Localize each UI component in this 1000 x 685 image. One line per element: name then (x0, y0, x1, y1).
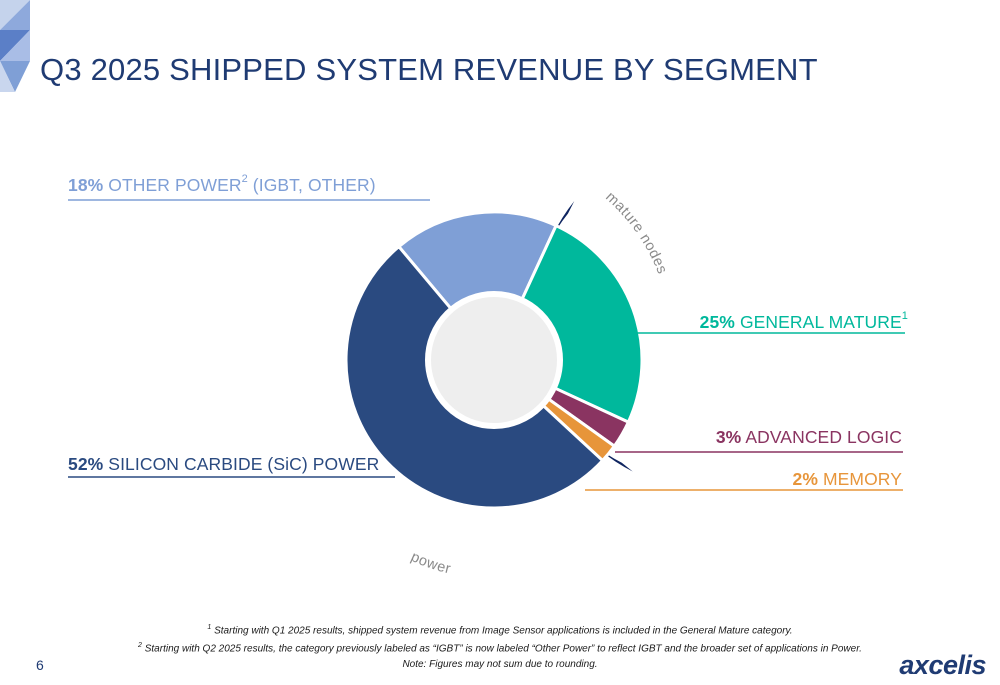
slice-label-other-power: 18% OTHER POWER2 (IGBT, OTHER) (68, 173, 376, 195)
group-label-power: power (408, 549, 452, 577)
group-label-mature-nodes: mature nodes (602, 189, 670, 276)
footnote-2: 2 Starting with Q2 2025 results, the cat… (138, 642, 862, 655)
slice-label-sic-power: 52% SILICON CARBIDE (SiC) POWER (68, 454, 380, 474)
leader-lines (68, 199, 905, 491)
page-number: 6 (36, 657, 44, 673)
company-logo: axcelis (899, 650, 986, 680)
footnote-note: Note: Figures may not sum due to roundin… (402, 658, 598, 670)
slice-label-memory: 2% MEMORY (792, 469, 902, 489)
donut-hole (425, 291, 563, 429)
page-title: Q3 2025 SHIPPED SYSTEM REVENUE BY SEGMEN… (40, 52, 818, 87)
slice-label-general-mature: 25% GENERAL MATURE1 (699, 310, 908, 332)
footnotes: 1 Starting with Q1 2025 results, shipped… (0, 620, 1000, 672)
group-label-mature-text: mature nodes (602, 189, 669, 276)
footnote-1: 1 Starting with Q1 2025 results, shipped… (207, 624, 793, 637)
outer-ring-mature-nodes (389, 239, 396, 247)
group-label-power-text: power (408, 549, 452, 577)
corner-decoration (0, 0, 30, 92)
slice-label-advanced-logic: 3% ADVANCED LOGIC (715, 427, 902, 447)
donut-slices (344, 210, 644, 510)
